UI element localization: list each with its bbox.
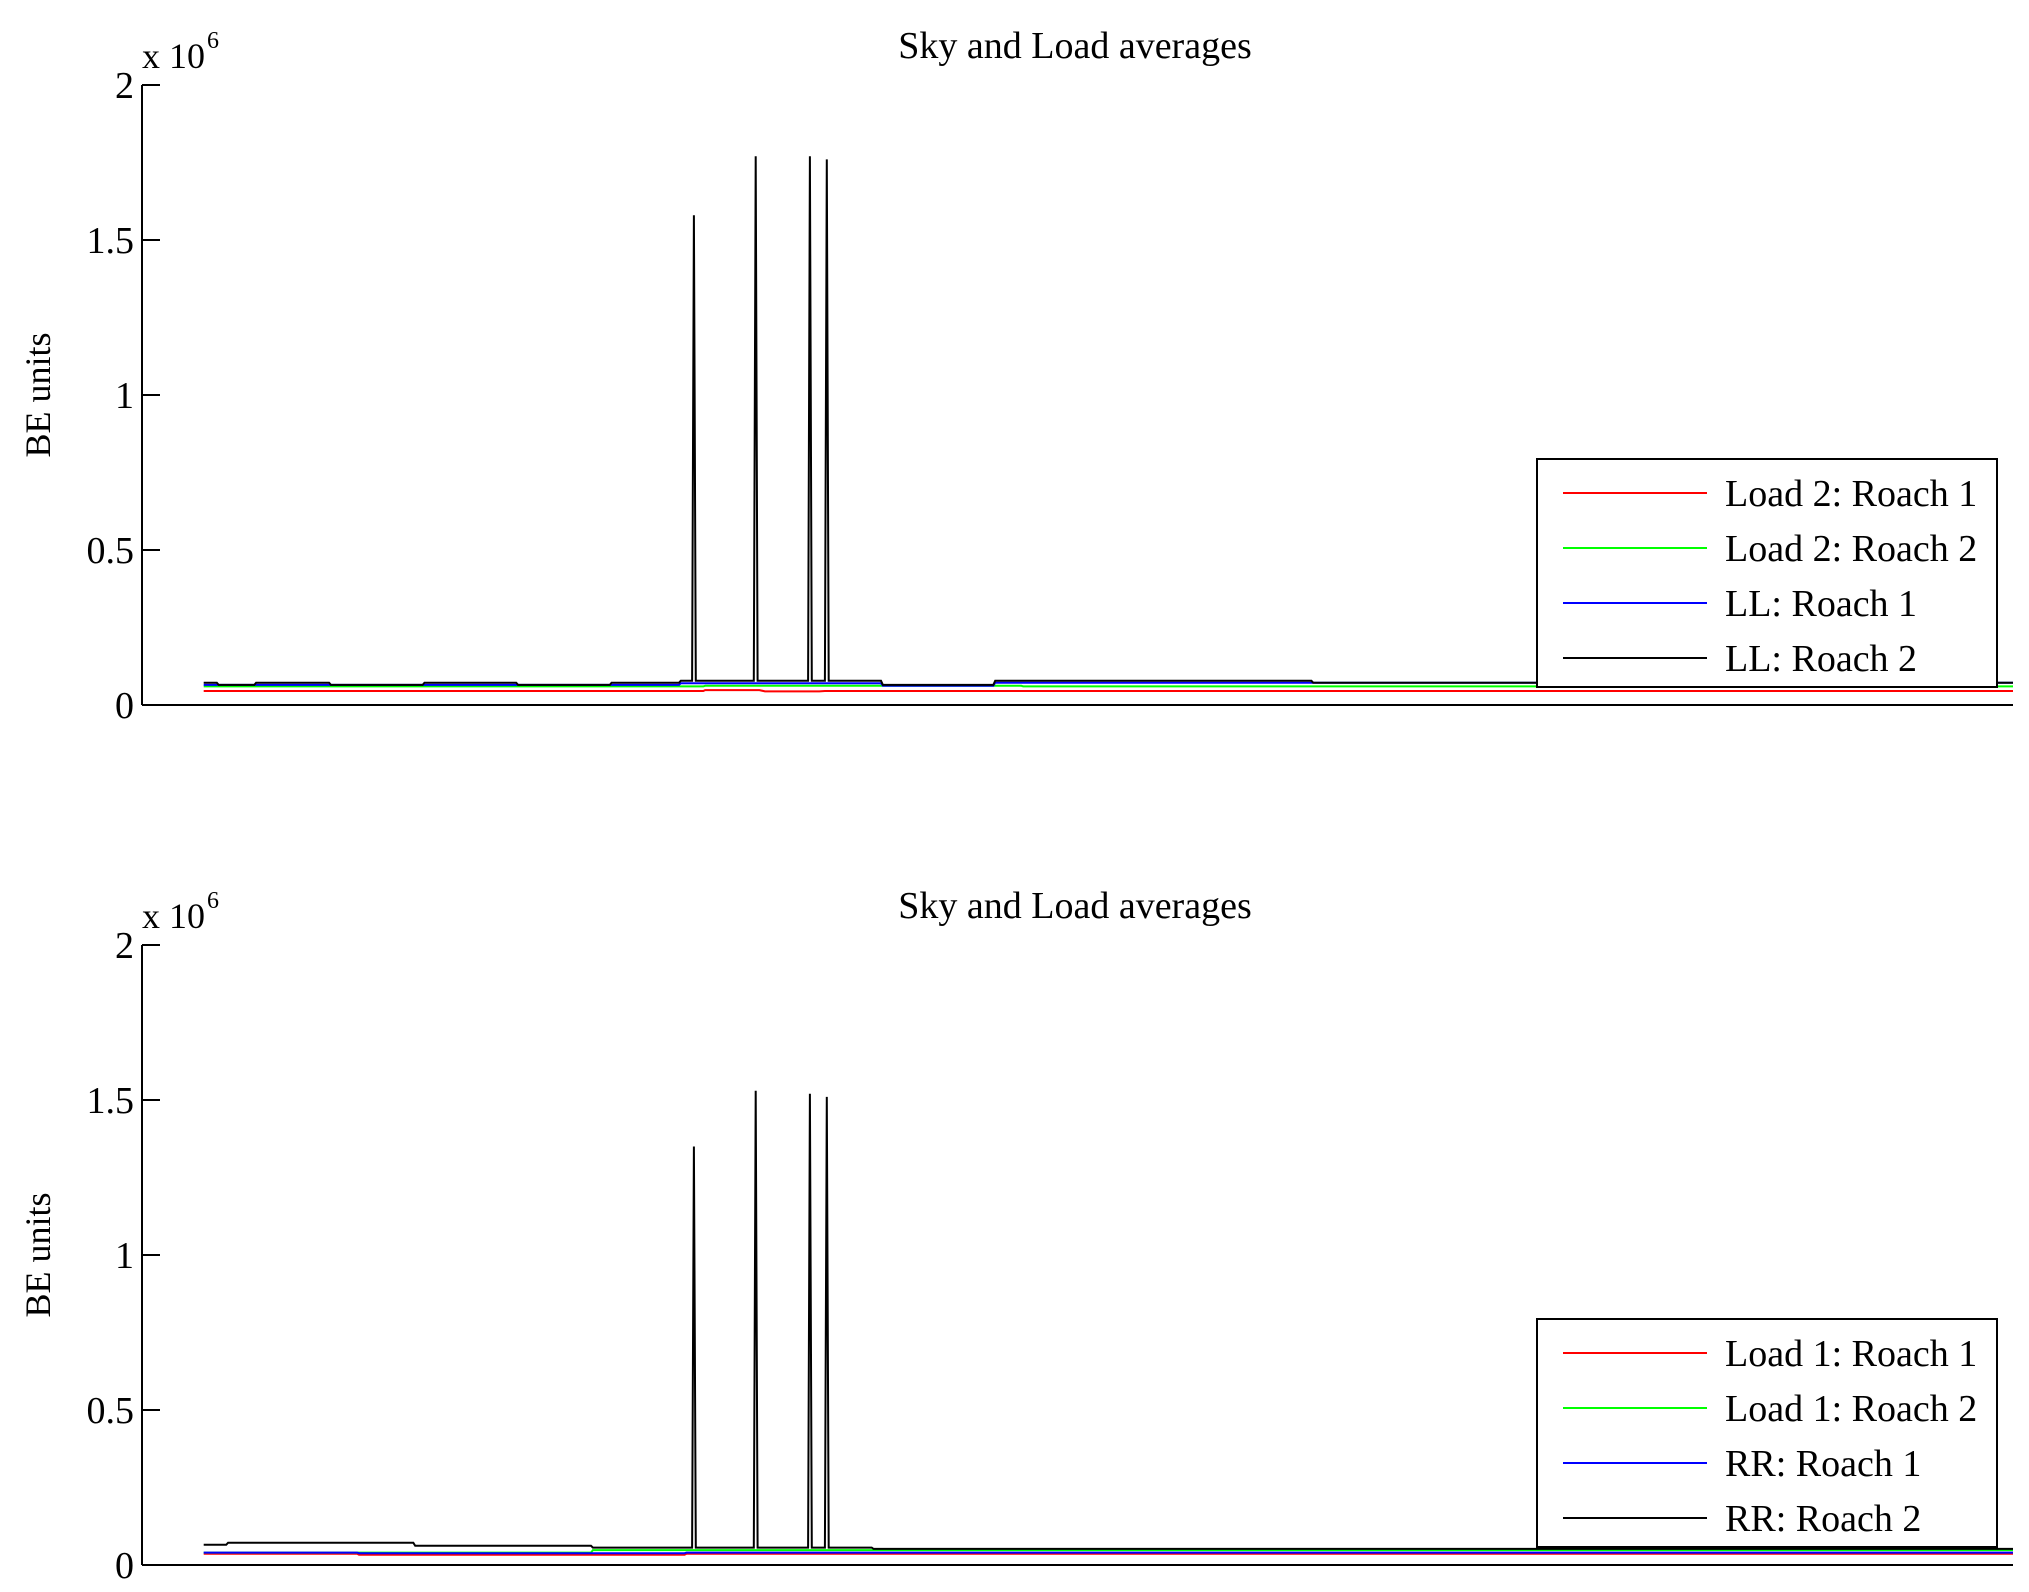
legend-label: RR: Roach 2 xyxy=(1725,1498,1921,1540)
legend-box xyxy=(1536,1318,1998,1548)
y-tick-label: 0.5 xyxy=(87,530,135,572)
series-line xyxy=(203,1551,2013,1555)
series-line xyxy=(203,684,2013,688)
y-multiplier-exponent: 6 xyxy=(207,28,219,54)
legend-label: LL: Roach 2 xyxy=(1725,638,1917,680)
y-ticks: 0 0.5 1 1.5 2 xyxy=(87,65,160,727)
legend: Load 1: Roach 1 Load 1: Roach 2 RR: Roach … xyxy=(1536,1318,1998,1548)
plot-area xyxy=(203,1090,2013,1556)
chart-panel-top: Sky and Load averages BE units x 106 0 0.… xyxy=(18,25,2013,727)
chart-title: Sky and Load averages xyxy=(898,885,1252,927)
y-tick-label: 1.5 xyxy=(87,1080,135,1122)
y-multiplier-base: x 10 xyxy=(142,896,205,936)
legend-box xyxy=(1536,458,1998,688)
legend-label: Load 2: Roach 1 xyxy=(1725,473,1977,515)
y-axis-label: BE units xyxy=(18,332,58,457)
series-line xyxy=(203,689,2013,693)
y-tick-label: 1.5 xyxy=(87,220,135,262)
y-axis-label: BE units xyxy=(18,1192,58,1317)
y-tick-label: 2 xyxy=(115,65,134,107)
legend-label: Load 1: Roach 1 xyxy=(1725,1333,1977,1375)
legend-label: Load 2: Roach 2 xyxy=(1725,528,1977,570)
legend-label: Load 1: Roach 2 xyxy=(1725,1388,1977,1430)
series-line xyxy=(203,156,2013,686)
y-tick-label: 1 xyxy=(115,1235,134,1277)
y-tick-label: 0 xyxy=(115,1545,134,1587)
series-line xyxy=(203,1090,2013,1550)
y-ticks: 0 0.5 1 1.5 2 xyxy=(87,925,160,1587)
y-tick-label: 1 xyxy=(115,375,134,417)
legend: Load 2: Roach 1 Load 2: Roach 2 LL: Roach … xyxy=(1536,458,1998,688)
chart-title: Sky and Load averages xyxy=(898,25,1252,67)
legend-label: RR: Roach 1 xyxy=(1725,1443,1921,1485)
y-tick-label: 0.5 xyxy=(87,1390,135,1432)
y-multiplier-base: x 10 xyxy=(142,36,205,76)
y-multiplier: x 106 xyxy=(142,28,219,76)
plot-area xyxy=(203,156,2013,693)
chart-panel-bottom: Sky and Load averages BE units x 106 0 0.… xyxy=(18,885,2013,1587)
legend-label: LL: Roach 1 xyxy=(1725,583,1917,625)
y-multiplier-exponent: 6 xyxy=(207,888,219,914)
series-line xyxy=(203,1552,2013,1556)
y-tick-label: 2 xyxy=(115,925,134,967)
y-multiplier: x 106 xyxy=(142,888,219,936)
y-tick-label: 0 xyxy=(115,685,134,727)
